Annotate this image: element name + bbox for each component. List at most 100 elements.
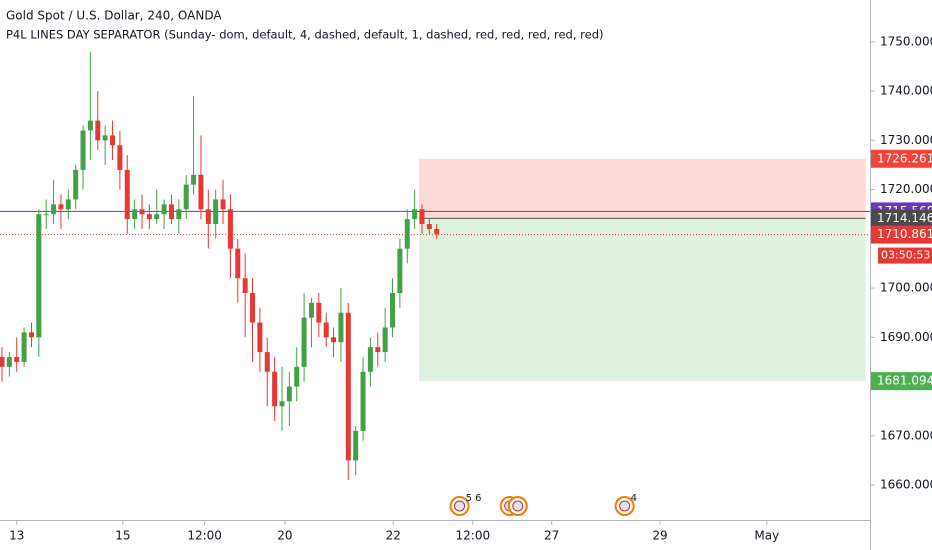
candle-body	[367, 347, 373, 372]
candle-body	[213, 199, 219, 225]
candle-body	[183, 184, 189, 210]
candle-body	[294, 366, 300, 387]
candle-body	[360, 371, 366, 431]
candle-body	[426, 224, 432, 229]
event-flag	[619, 500, 631, 512]
stop-zone	[419, 158, 866, 219]
y-tick-label: 1700.000	[880, 281, 932, 295]
candle-body	[58, 204, 64, 210]
candle-body	[279, 401, 285, 407]
event-label: 5 6	[466, 493, 482, 504]
candle-body	[286, 386, 292, 402]
candle-body	[434, 228, 440, 234]
entry-label: 1714.146	[877, 211, 932, 225]
candle-body	[117, 145, 123, 170]
candle-body	[404, 219, 410, 249]
candle-body	[14, 357, 20, 362]
y-tick-label: 1740.000	[880, 84, 932, 98]
y-tick-label: 1720.000	[880, 182, 932, 196]
event-flag	[454, 500, 466, 512]
candle-body	[308, 302, 314, 318]
candle-body	[161, 204, 167, 215]
event-label: 4	[631, 493, 637, 504]
candle-body	[235, 248, 241, 279]
candle-body	[132, 209, 138, 220]
candle-body	[390, 292, 396, 328]
candle-body	[28, 332, 34, 338]
candle-body	[139, 209, 145, 215]
x-tick-label: 12:00	[187, 529, 222, 543]
candle-body	[168, 204, 174, 220]
x-tick-label: 29	[652, 529, 667, 543]
last-price-label-bg	[871, 225, 932, 244]
candle-body	[316, 302, 322, 323]
x-tick-label: May	[754, 529, 779, 543]
y-tick-label: 1690.000	[880, 330, 932, 344]
event-flag	[512, 500, 524, 512]
candle-body	[205, 209, 211, 225]
target-label-bg	[871, 372, 932, 391]
x-tick-label: 12:00	[456, 529, 491, 543]
candle-body	[6, 357, 12, 367]
candle-body	[272, 371, 278, 407]
stop-label: 1726.261	[877, 151, 932, 165]
candle-body	[80, 130, 86, 170]
candle-body	[36, 214, 42, 338]
x-tick-label: 22	[386, 529, 401, 543]
target-zone	[419, 218, 866, 382]
candle-body	[154, 214, 160, 220]
candle-body	[87, 120, 93, 131]
candle-body	[419, 209, 425, 225]
y-tick-label: 1730.000	[880, 133, 932, 147]
candle-body	[227, 209, 233, 249]
candle-body	[264, 352, 270, 372]
candle-body	[353, 430, 359, 461]
candle-body	[375, 347, 381, 353]
x-tick-label: 13	[9, 529, 24, 543]
x-tick-label: 20	[277, 529, 292, 543]
last-price-label: 1710.861	[877, 227, 932, 241]
candle-body	[102, 135, 108, 141]
candle-body	[191, 174, 197, 185]
candle-body	[146, 214, 152, 220]
chart-title: Gold Spot / U.S. Dollar, 240, OANDA	[6, 9, 222, 23]
chart-subtitle: P4L LINES DAY SEPARATOR (Sunday- dom, de…	[6, 28, 603, 42]
x-tick-label: 27	[544, 529, 559, 543]
candle-body	[323, 322, 329, 338]
candle-body	[412, 209, 418, 220]
candle-body	[242, 278, 248, 293]
stop-label-bg	[871, 149, 932, 168]
candle-body	[95, 120, 101, 141]
y-tick-label: 1750.000	[880, 34, 932, 48]
candle-body	[331, 337, 337, 343]
candle-body	[65, 199, 71, 210]
candle-body	[338, 312, 344, 343]
candle-body	[250, 292, 256, 323]
candle-body	[345, 312, 351, 461]
y-tick-label: 1670.000	[880, 428, 932, 442]
countdown-bg	[878, 247, 932, 264]
candle-body	[0, 357, 5, 367]
x-tick-label: 15	[115, 529, 130, 543]
candle-body	[43, 214, 49, 216]
candle-body	[51, 204, 57, 215]
y-tick-label: 1660.000	[880, 478, 932, 492]
candle-body	[397, 248, 403, 293]
candle-body	[220, 199, 226, 210]
candle-body	[257, 322, 263, 353]
candle-body	[176, 209, 182, 220]
countdown: 03:50:53	[881, 249, 930, 262]
candle-body	[73, 169, 79, 200]
candle-body	[382, 327, 388, 353]
candle-body	[21, 332, 27, 362]
candle-body	[110, 135, 116, 146]
candle-body	[301, 317, 307, 367]
candle-body	[198, 174, 204, 210]
target-label: 1681.094	[877, 374, 932, 388]
entry-label-bg	[871, 209, 932, 228]
plot	[0, 51, 870, 481]
candle-body	[124, 169, 130, 220]
